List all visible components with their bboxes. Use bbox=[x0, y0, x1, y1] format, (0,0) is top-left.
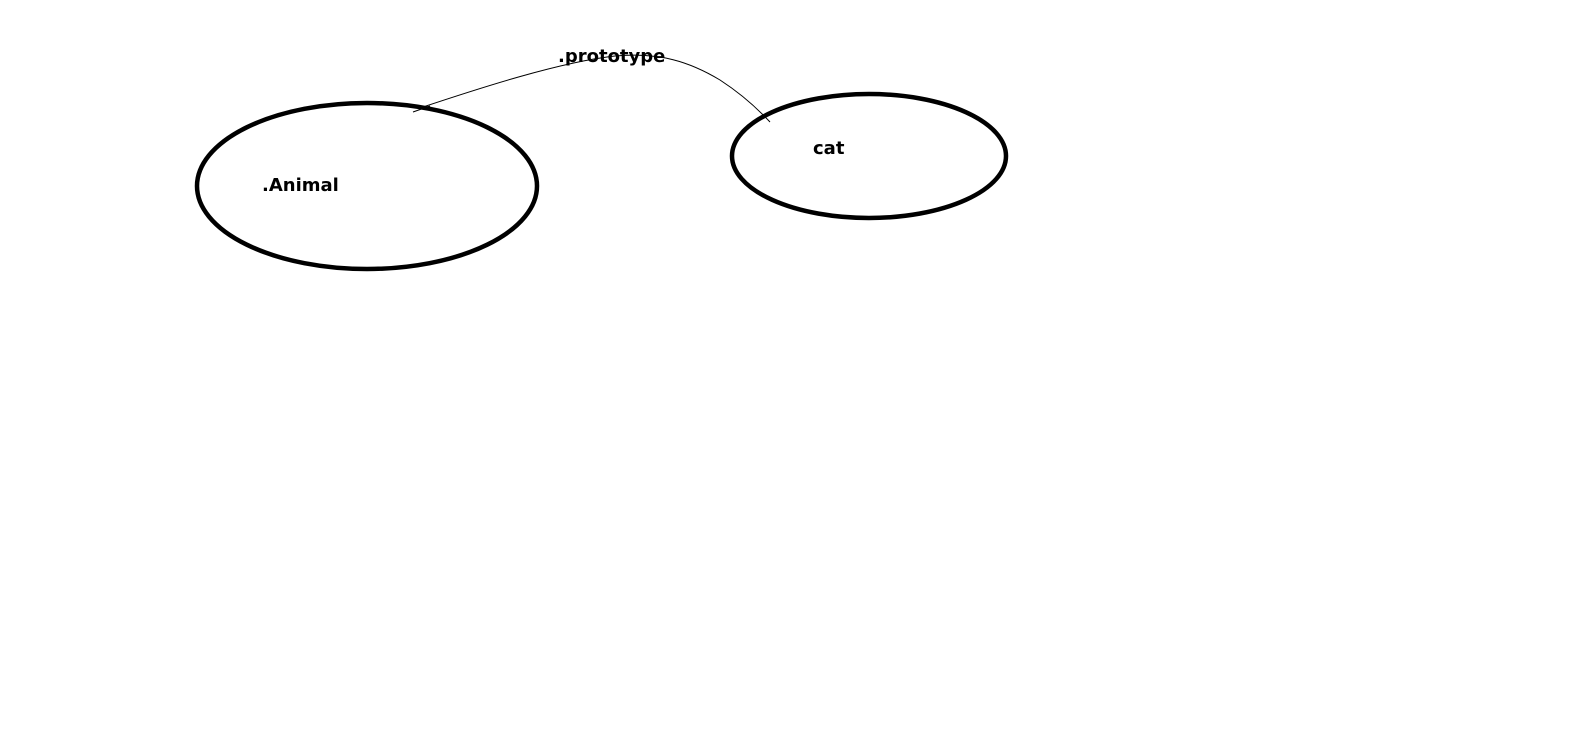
cat-node-label: cat bbox=[813, 138, 845, 159]
animal-node-label: .Animal bbox=[262, 175, 339, 196]
animal-node bbox=[194, 100, 540, 272]
prototype-connector bbox=[419, 54, 771, 123]
prototype-edge-label: .prototype bbox=[558, 46, 665, 67]
cat-node bbox=[729, 91, 1009, 221]
